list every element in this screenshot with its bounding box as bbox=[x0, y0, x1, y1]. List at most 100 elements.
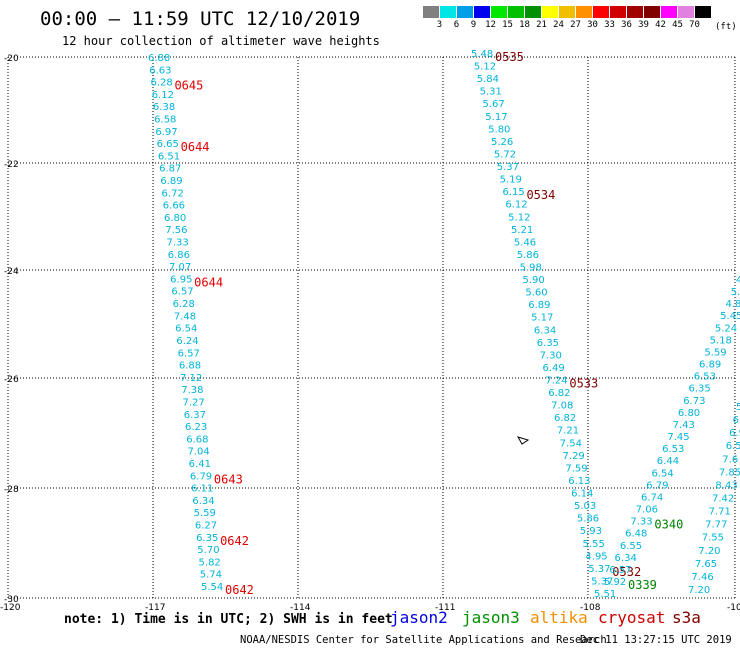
lat-tick-label: -24 bbox=[4, 267, 19, 277]
wave-height-value: 7.85 bbox=[719, 467, 740, 478]
legend-tick-label: 12 bbox=[485, 20, 496, 30]
wave-height-value: 5.72 bbox=[494, 149, 516, 160]
wave-height-value: 5.12 bbox=[508, 212, 530, 223]
legend-swatch bbox=[491, 6, 508, 18]
wave-height-value: 6.87 bbox=[159, 164, 181, 175]
boat-marker-icon bbox=[516, 436, 530, 445]
legend-tick-label: 24 bbox=[553, 20, 564, 30]
wave-height-value: 7.43 bbox=[673, 420, 695, 431]
wave-height-value: 5.55 bbox=[583, 539, 605, 550]
wave-height-value: 6.35 bbox=[196, 533, 218, 544]
lon-tick-label: -117 bbox=[145, 603, 165, 613]
wave-height-value: 6.88 bbox=[148, 53, 170, 64]
wave-height-value: 6.23 bbox=[185, 422, 207, 433]
wave-height-value: 6.89 bbox=[528, 300, 550, 311]
wave-height-value: 7.21 bbox=[557, 426, 579, 437]
legend-swatch bbox=[678, 6, 695, 18]
wave-height-value: 5.84 bbox=[477, 74, 499, 85]
wave-height-value: 5.17 bbox=[531, 313, 553, 324]
pass-time-label: 0642 bbox=[225, 583, 254, 597]
wave-height-value: 6.12 bbox=[152, 90, 174, 101]
wave-height-value: 6.80 bbox=[164, 213, 186, 224]
footer-credit: NOAA/NESDIS Center for Satellite Applica… bbox=[240, 634, 607, 646]
wave-height-value: 5.59 bbox=[704, 347, 726, 358]
wave-height-value: 5.21 bbox=[511, 225, 533, 236]
wave-height-value: 5.54 bbox=[201, 582, 223, 593]
wave-height-value: 7.6 bbox=[722, 454, 738, 465]
footer-timestamp: Dec 11 13:27:15 UTC 2019 bbox=[580, 634, 732, 646]
wave-height-value: 5.12 bbox=[474, 62, 496, 73]
wave-height-value: 6.68 bbox=[186, 434, 208, 445]
wave-height-value: 6.79 bbox=[190, 471, 212, 482]
wave-height-value: 6.66 bbox=[163, 201, 185, 212]
wave-height-value: 6.38 bbox=[153, 102, 175, 113]
wave-height-value: 6.86 bbox=[168, 250, 190, 261]
wave-height-value: 6.57 bbox=[178, 348, 200, 359]
wave-height-value: 6.57 bbox=[171, 287, 193, 298]
wave-height-value: 5.03 bbox=[574, 501, 596, 512]
wave-height-value: 6.89 bbox=[160, 176, 182, 187]
wave-height-value: 5.0 bbox=[731, 287, 740, 298]
wave-height-value: 7.24 bbox=[545, 376, 567, 387]
wave-height-value: 6.34 bbox=[615, 553, 637, 564]
legend-tick-label: 33 bbox=[604, 20, 615, 30]
legend-tick-label: 15 bbox=[502, 20, 513, 30]
wave-height-value: 5.98 bbox=[520, 262, 542, 273]
wave-height-value: 5.86 bbox=[577, 514, 599, 525]
wave-height-value: 7.29 bbox=[563, 451, 585, 462]
legend-swatch bbox=[423, 6, 440, 18]
wave-height-value: 6.34 bbox=[534, 325, 556, 336]
legend-swatch bbox=[559, 6, 576, 18]
wave-height-value: 5.74 bbox=[200, 570, 222, 581]
wave-height-value: 7.45 bbox=[667, 432, 689, 443]
lon-tick-label: -10 bbox=[727, 603, 740, 613]
wave-height-value: 6.28 bbox=[150, 78, 172, 89]
wave-height-value: 7.20 bbox=[688, 585, 710, 596]
satellite-jason2: jason2 bbox=[390, 608, 448, 627]
legend-swatch bbox=[576, 6, 593, 18]
lon-tick-label: -108 bbox=[580, 603, 601, 613]
wave-height-value: 5.51 bbox=[594, 589, 616, 600]
lat-tick-label: -28 bbox=[4, 485, 19, 495]
wave-height-value: 6.24 bbox=[176, 336, 198, 347]
lat-tick-label: -22 bbox=[4, 160, 19, 170]
wave-height-value: 7.30 bbox=[540, 350, 562, 361]
lat-tick-label: -30 bbox=[4, 595, 19, 605]
wave-height-value: 7.65 bbox=[695, 559, 717, 570]
legend-swatch bbox=[610, 6, 627, 18]
wave-height-value: 7.55 bbox=[702, 533, 724, 544]
wave-height-value: 5.31 bbox=[480, 87, 502, 98]
wave-height-value: 7.77 bbox=[705, 520, 727, 531]
pass-time-label: 0339 bbox=[628, 578, 657, 592]
pass-time-label: 0532 bbox=[612, 565, 641, 579]
wave-height-value: 6.5 bbox=[726, 441, 740, 452]
wave-height-value: 5.92 bbox=[604, 577, 626, 588]
wave-height-value: 6.53 bbox=[662, 444, 684, 455]
wave-height-value: 6.80 bbox=[678, 408, 700, 419]
wave-height-value: 6.73 bbox=[683, 396, 705, 407]
wave-height-value: 6.49 bbox=[543, 363, 565, 374]
satellite-altika: altika bbox=[530, 608, 588, 627]
wave-height-value: 5.17 bbox=[485, 112, 507, 123]
legend-swatch bbox=[661, 6, 678, 18]
note-text: note: 1) Time is in UTC; 2) SWH is in fe… bbox=[64, 612, 393, 627]
wave-height-value: 7.48 bbox=[174, 311, 196, 322]
wave-height-value: 6.54 bbox=[175, 324, 197, 335]
wave-height-value: 5.67 bbox=[482, 99, 504, 110]
wave-height-value: 5.93 bbox=[580, 526, 602, 537]
legend-swatch bbox=[644, 6, 661, 18]
wave-height-value: 7.12 bbox=[180, 373, 202, 384]
wave-height-value: 5.26 bbox=[491, 137, 513, 148]
lon-tick-label: -120 bbox=[0, 603, 21, 613]
lon-tick-label: -114 bbox=[290, 603, 311, 613]
wave-height-value: 6.97 bbox=[155, 127, 177, 138]
lat-tick-label: -26 bbox=[4, 375, 19, 385]
wave-height-value: 6.35 bbox=[537, 338, 559, 349]
wave-height-value: 6.28 bbox=[173, 299, 195, 310]
wave-height-value: 6.11 bbox=[191, 484, 213, 495]
wave-height-value: 6.12 bbox=[505, 200, 527, 211]
satellite-jason3: jason3 bbox=[462, 608, 520, 627]
legend-tick-label: 42 bbox=[655, 20, 666, 30]
satellite-cryosat: cryosat bbox=[598, 608, 666, 627]
wave-height-value: 5.70 bbox=[197, 545, 219, 556]
